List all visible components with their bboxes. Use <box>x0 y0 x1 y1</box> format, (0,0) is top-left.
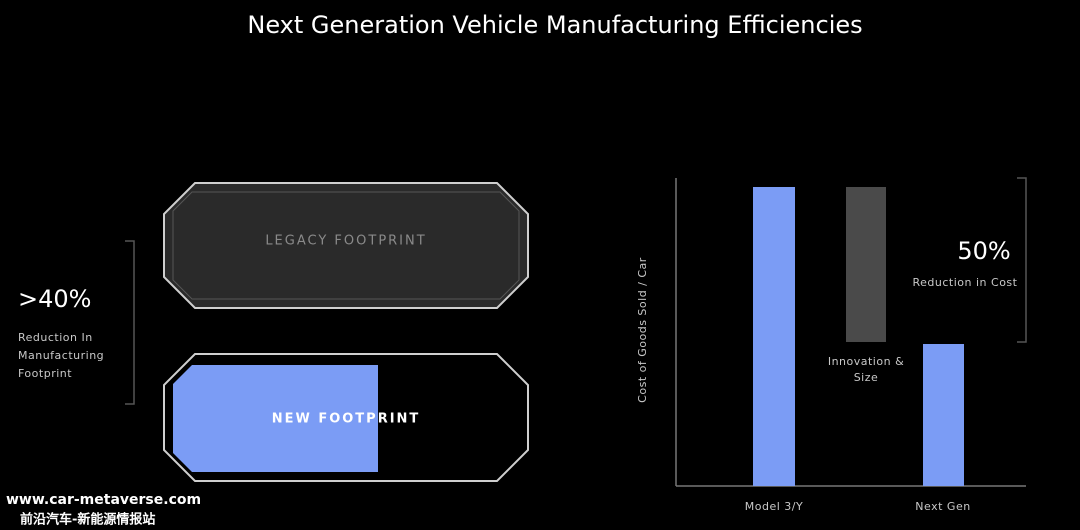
y-axis-label: Cost of Goods Sold / Car <box>636 257 649 403</box>
bracket <box>125 240 135 405</box>
bar-model-3y <box>753 187 795 486</box>
cost-caption: Reduction in Cost <box>913 276 1018 289</box>
step-label: Innovation & <box>828 355 904 368</box>
bracket <box>1017 177 1027 343</box>
footprint-caption: Reduction In <box>18 331 93 344</box>
x-tick-label: Next Gen <box>915 500 970 513</box>
footprint-caption: Manufacturing <box>18 349 104 362</box>
footprint-stat: >40% <box>18 285 91 313</box>
legacy-inner <box>172 191 520 300</box>
watermark-name: 前沿汽车-新能源情报站 <box>20 512 155 528</box>
legacy-label: LEGACY FOOTPRINT <box>265 234 426 249</box>
x-tick-label: Model 3/Y <box>745 500 803 513</box>
new-footprint <box>173 365 378 472</box>
bar-next-gen <box>923 344 964 486</box>
legacy-footprint <box>163 182 529 309</box>
footprint-caption: Footprint <box>18 367 72 380</box>
cost-stat: 50% <box>957 237 1010 265</box>
bar-step <box>846 187 886 342</box>
new-label: NEW FOOTPRINT <box>272 412 421 427</box>
title: Next Generation Vehicle Manufacturing Ef… <box>247 11 862 39</box>
step-label: Size <box>854 371 879 384</box>
watermark-url: www.car-metaverse.com <box>6 492 201 508</box>
